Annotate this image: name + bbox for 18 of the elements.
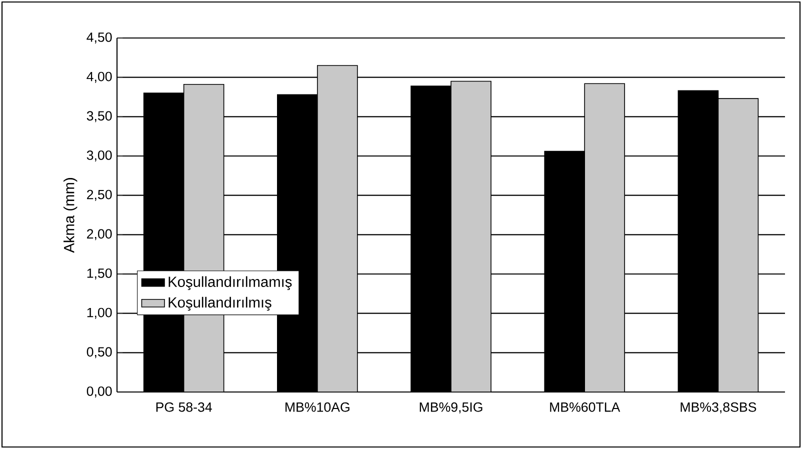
x-tick-label: MB%10AG bbox=[286, 402, 350, 412]
y-tick-label: 1,00 bbox=[87, 308, 112, 319]
y-axis-title: Akma (mm) bbox=[64, 178, 78, 253]
y-tick-label: 2,50 bbox=[87, 190, 112, 201]
y-tick-label: 4,00 bbox=[86, 72, 112, 83]
x-tick-label: PG 58-34 bbox=[156, 402, 212, 412]
legend-label: Koşullandırılmamış bbox=[168, 276, 292, 290]
legend-label: Koşullandırılmış bbox=[168, 296, 272, 311]
y-tick-label: 2,00 bbox=[87, 229, 112, 240]
y-tick-label: 0,50 bbox=[86, 347, 112, 358]
x-tick-label: MB%9,5IG bbox=[420, 402, 482, 414]
y-tick-label: 4,50 bbox=[86, 32, 112, 44]
y-tick-label: 3,50 bbox=[86, 111, 112, 122]
x-tick-label: MB%3,8SBS bbox=[680, 402, 756, 414]
x-tick-label: MB%60TLA bbox=[550, 402, 620, 412]
y-tick-label: 3,00 bbox=[86, 150, 112, 162]
y-tick-label: 0,00 bbox=[86, 386, 112, 398]
y-tick-label: 1,50 bbox=[87, 268, 112, 280]
